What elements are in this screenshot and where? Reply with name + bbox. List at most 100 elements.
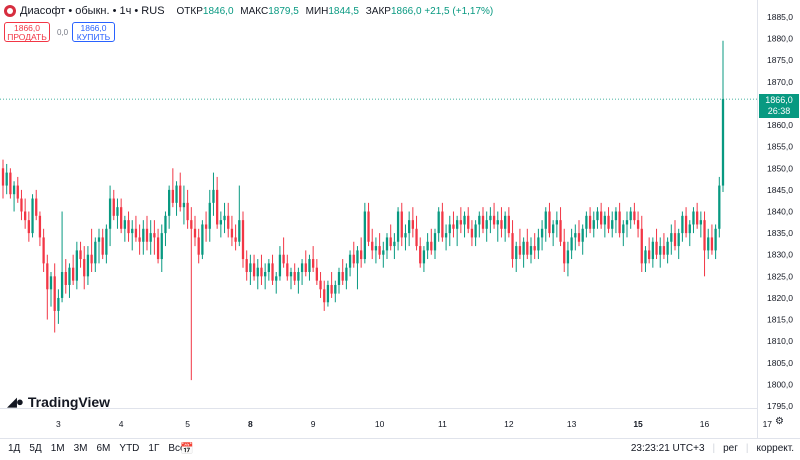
candle-body — [282, 254, 285, 264]
candle-body — [648, 250, 651, 260]
symbol-header: Диасофт • обыкн. • 1ч • RUS ОТКР1846,0 М… — [4, 3, 497, 19]
candle-body — [444, 233, 448, 238]
candle-body — [64, 272, 67, 285]
candle-body — [688, 224, 691, 234]
buy-button[interactable]: 1866,0 КУПИТЬ — [72, 22, 115, 42]
candle-body — [127, 220, 130, 234]
candle-body — [393, 241, 396, 247]
candle-body — [348, 254, 352, 268]
symbol-title[interactable]: Диасофт • обыкн. • 1ч • RUS — [20, 5, 165, 17]
y-tick-label: 1875,0 — [767, 55, 793, 65]
candle-body — [249, 263, 252, 273]
candle-body — [271, 263, 274, 281]
candle-body — [533, 246, 536, 251]
high-value: 1879,5 — [268, 5, 299, 17]
tradingview-brand[interactable]: ◢● TradingView — [7, 394, 110, 410]
candle-body — [603, 215, 606, 225]
x-tick-label: 17 — [763, 419, 773, 429]
candle-body — [245, 259, 248, 273]
spread-value: 0,0 — [57, 28, 69, 37]
candle-body — [153, 233, 156, 238]
low-value: 1844,5 — [328, 5, 359, 17]
candle-body — [356, 250, 359, 264]
candle-body — [459, 220, 462, 225]
candle-body — [607, 215, 610, 229]
candle-body — [426, 241, 429, 251]
candle-body — [179, 185, 182, 208]
candle-body — [208, 202, 211, 229]
candle-body — [651, 241, 654, 260]
candle-body — [182, 202, 186, 208]
candle-body — [72, 267, 75, 281]
candle-body — [164, 215, 167, 234]
candle-body — [156, 237, 160, 260]
candle-body — [581, 228, 584, 242]
x-tick-label: 9 — [311, 419, 316, 429]
candle-body — [618, 211, 621, 234]
session-button[interactable]: рег — [723, 443, 738, 454]
candle-body — [337, 272, 341, 285]
candle-body — [474, 224, 477, 238]
open-value: 1846,0 — [202, 5, 234, 17]
candle-body — [415, 228, 418, 247]
adjust-button[interactable]: коррект. — [756, 443, 794, 454]
candle-body — [588, 215, 592, 229]
x-tick-label: 4 — [119, 419, 124, 429]
clock-time[interactable]: 23:23:21 UTC+3 — [630, 443, 705, 454]
range-ytd-button[interactable]: YTD — [119, 443, 140, 454]
range-all-button[interactable]: Все — [168, 443, 186, 454]
candle-body — [507, 215, 510, 234]
candle-body — [116, 207, 119, 216]
gear-icon[interactable]: ⚙ — [775, 416, 784, 427]
candle-body — [570, 237, 573, 251]
candle-body — [341, 272, 344, 281]
range-1d-button[interactable]: 1Д — [8, 443, 21, 454]
candle-body — [559, 220, 562, 242]
candle-body — [552, 224, 555, 234]
sell-button[interactable]: 1866,0 ПРОДАТЬ — [4, 22, 50, 42]
calendar-range-icon[interactable]: 📅 — [180, 443, 194, 455]
candle-body — [614, 211, 618, 221]
close-value: 1866,0 +21,5 (+1,17%) — [390, 5, 494, 17]
candle-body — [234, 237, 237, 242]
candle-body — [396, 211, 400, 242]
candle-body — [345, 267, 348, 281]
company-logo-icon — [4, 5, 16, 17]
candle-body — [592, 220, 595, 229]
candle-body — [38, 215, 42, 238]
candle-body — [703, 220, 706, 251]
brand-name: TradingView — [27, 394, 111, 410]
candle-body — [16, 185, 19, 199]
range-5d-button[interactable]: 5Д — [29, 443, 42, 454]
candle-body — [481, 215, 485, 229]
candle-body — [360, 250, 363, 260]
y-tick-label: 1815,0 — [767, 315, 793, 325]
candle-body — [149, 233, 152, 242]
candle-body — [363, 211, 366, 260]
candle-body — [108, 198, 112, 229]
candle-body — [611, 220, 614, 229]
candle-body — [382, 250, 385, 255]
candle-body — [308, 259, 311, 273]
candle-body — [710, 237, 714, 251]
candle-body — [478, 215, 481, 225]
candle-body — [123, 220, 126, 229]
x-tick-label: 13 — [567, 419, 577, 429]
bottom-right-status: 23:23:21 UTC+3 | рег | коррект. — [623, 443, 794, 454]
range-1y-button[interactable]: 1Г — [148, 443, 160, 454]
candle-body — [12, 185, 16, 195]
candle-body — [544, 211, 547, 229]
candle-body — [5, 172, 8, 186]
candle-body — [522, 241, 525, 255]
candle-body — [204, 224, 208, 229]
candle-body — [441, 211, 444, 238]
candle-body — [681, 215, 684, 234]
candle-body — [293, 272, 296, 281]
candle-body — [662, 246, 666, 255]
range-1m-button[interactable]: 1М — [50, 443, 65, 454]
range-3m-button[interactable]: 3М — [73, 443, 88, 454]
close-label: ЗАКР — [365, 5, 391, 17]
candle-body — [566, 250, 570, 264]
range-6m-button[interactable]: 6М — [96, 443, 111, 454]
